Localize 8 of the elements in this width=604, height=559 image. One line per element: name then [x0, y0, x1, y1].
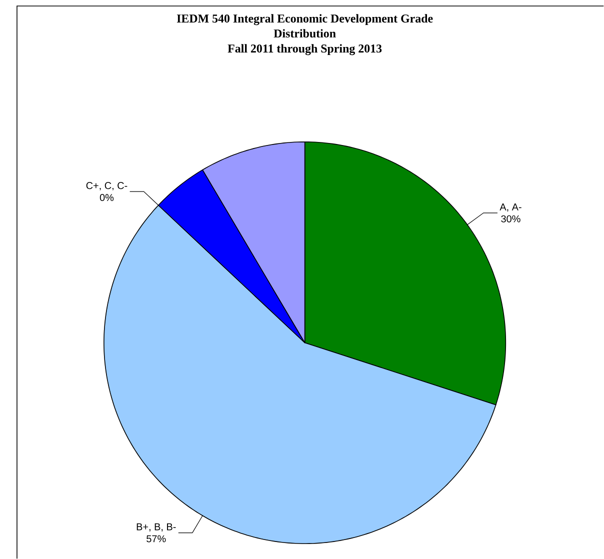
text: 0%	[100, 194, 114, 202]
slice-label: B+, B, B-	[136, 523, 176, 532]
chart-title: IEDM 540 Integral Economic Development Grade Distribution	[176, 14, 433, 38]
slice-label: A, A-	[500, 203, 522, 212]
data-label: 30%	[501, 215, 520, 222]
chart-subtitle: Fall 2011 through Spring 2013	[228, 44, 382, 56]
data-label: 57%	[146, 535, 166, 542]
category-label: C+, C, C-	[86, 182, 128, 190]
